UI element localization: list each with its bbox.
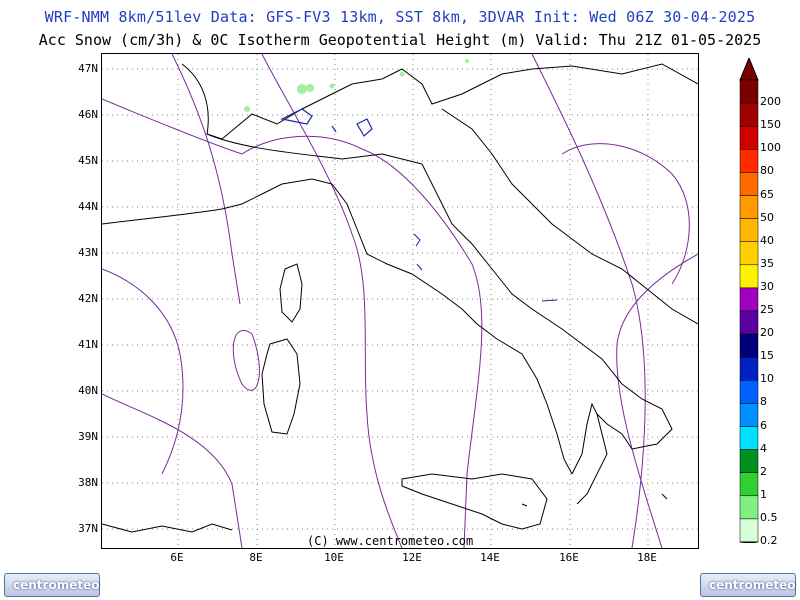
- colorbar-label: 150: [760, 118, 781, 132]
- colorbar-label: 50: [760, 210, 774, 224]
- title-model-info: WRF-NMM 8km/51lev Data: GFS-FV3 13km, SS…: [44, 8, 756, 26]
- colorbar-swatch: [739, 426, 759, 450]
- colorbar-swatch: [739, 241, 759, 266]
- colorbar-label: 80: [760, 164, 774, 178]
- colorbar-swatches: [739, 56, 759, 544]
- lon-label: 6E: [170, 551, 184, 564]
- map-panel: [101, 53, 699, 549]
- colorbar-swatch: [739, 218, 759, 242]
- colorbar-swatch: [739, 149, 759, 173]
- lon-label: 18E: [637, 551, 657, 564]
- colorbar: [739, 56, 759, 544]
- colorbar-label: 100: [760, 141, 781, 155]
- colorbar-swatch: [739, 449, 759, 473]
- lat-label: 40N: [78, 384, 98, 397]
- copyright-text: (C) www.centrometeo.com: [307, 534, 474, 548]
- colorbar-arrow-bottom: [739, 541, 759, 544]
- centrometeo-logo-left[interactable]: centrometeo: [4, 573, 100, 597]
- colorbar-label: 8: [760, 395, 767, 409]
- lat-label: 37N: [78, 522, 98, 535]
- colorbar-swatch: [739, 102, 759, 127]
- colorbar-label: 40: [760, 233, 774, 247]
- colorbar-label: 200: [760, 95, 781, 109]
- colorbar-swatch: [739, 172, 759, 196]
- lon-label: 16E: [559, 551, 579, 564]
- title-field-valid: Acc Snow (cm/3h) & 0C Isotherm Geopotent…: [38, 31, 762, 49]
- lat-label: 45N: [78, 154, 98, 167]
- lon-label: 12E: [402, 551, 422, 564]
- lat-label: 42N: [78, 292, 98, 305]
- lon-label: 14E: [480, 551, 500, 564]
- lon-label: 10E: [324, 551, 344, 564]
- lat-label: 43N: [78, 246, 98, 259]
- colorbar-label: 65: [760, 187, 774, 201]
- colorbar-label: 10: [760, 372, 774, 386]
- colorbar-label: 6: [760, 418, 767, 432]
- colorbar-swatch: [739, 403, 759, 427]
- lon-label: 8E: [249, 551, 263, 564]
- isotherm-contours: [102, 54, 698, 548]
- centrometeo-logo-right[interactable]: centrometeo: [700, 573, 796, 597]
- lat-label: 39N: [78, 430, 98, 443]
- colorbar-label: 4: [760, 441, 767, 455]
- lat-label: 41N: [78, 338, 98, 351]
- graticule: [102, 54, 698, 548]
- colorbar-label: 15: [760, 349, 774, 363]
- colorbar-label: 0.5: [760, 510, 778, 524]
- lat-label: 38N: [78, 476, 98, 489]
- colorbar-swatch: [739, 333, 759, 358]
- colorbar-swatch: [739, 310, 759, 335]
- colorbar-swatch: [739, 380, 759, 404]
- coastlines-borders: [102, 63, 698, 533]
- lat-label: 44N: [78, 200, 98, 213]
- snow-accumulation-patches: [244, 59, 558, 302]
- logo-text: centrometeo: [13, 578, 100, 592]
- logo-text: centrometeo: [709, 578, 796, 592]
- colorbar-swatch: [739, 472, 759, 497]
- colorbar-swatch: [739, 356, 759, 381]
- colorbar-swatch: [739, 195, 759, 219]
- colorbar-label: 20: [760, 326, 774, 340]
- colorbar-label: 0.2: [760, 534, 778, 547]
- colorbar-label: 30: [760, 279, 774, 293]
- colorbar-label: 35: [760, 256, 774, 270]
- colorbar-swatch: [739, 287, 759, 312]
- colorbar-label: 25: [760, 303, 774, 316]
- lat-label: 46N: [78, 108, 98, 121]
- colorbar-label: 1: [760, 487, 767, 501]
- lat-label: 47N: [78, 62, 98, 75]
- colorbar-swatch: [739, 518, 759, 543]
- colorbar-swatch: [739, 264, 759, 289]
- colorbar-swatch: [739, 495, 759, 520]
- colorbar-swatch: [739, 125, 759, 150]
- colorbar-arrow-top: [739, 56, 759, 81]
- colorbar-swatch: [739, 79, 759, 104]
- colorbar-label: 2: [760, 464, 767, 478]
- map-canvas: [102, 54, 698, 548]
